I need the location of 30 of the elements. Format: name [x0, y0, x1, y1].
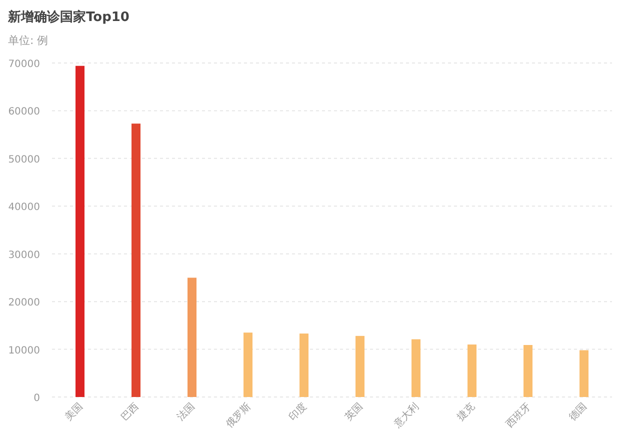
- bar: [300, 334, 308, 397]
- y-tick-label: 70000: [8, 59, 40, 70]
- x-tick-label: 巴西: [119, 401, 142, 424]
- y-tick-label: 30000: [8, 250, 40, 261]
- x-tick-label: 印度: [286, 400, 310, 424]
- y-tick-label: 40000: [8, 202, 40, 214]
- x-tick-label: 捷克: [454, 400, 478, 424]
- x-tick-label: 意大利: [390, 400, 422, 432]
- chart-subtitle: 单位: 例: [8, 34, 48, 47]
- x-tick-label: 俄罗斯: [223, 400, 254, 430]
- y-tick-label: 0: [34, 393, 40, 404]
- chart-title: 新增确诊国家Top10: [7, 9, 130, 25]
- x-tick-label: 法国: [174, 400, 198, 424]
- y-tick-label: 20000: [8, 298, 40, 309]
- bar: [468, 344, 476, 397]
- x-tick-label: 美国: [62, 400, 86, 424]
- bar: [580, 350, 588, 397]
- bar: [188, 278, 196, 397]
- y-tick-label: 50000: [8, 154, 40, 166]
- bar: [132, 124, 140, 397]
- x-tick-label: 西班牙: [503, 400, 534, 430]
- x-tick-label: 英国: [342, 400, 366, 424]
- y-tick-label: 10000: [8, 345, 40, 356]
- x-tick-label: 德国: [567, 401, 590, 424]
- bar: [356, 336, 364, 397]
- bar: [412, 339, 420, 397]
- bar: [244, 332, 252, 397]
- bar: [524, 344, 532, 397]
- bar: [76, 66, 84, 397]
- y-tick-label: 60000: [8, 106, 40, 118]
